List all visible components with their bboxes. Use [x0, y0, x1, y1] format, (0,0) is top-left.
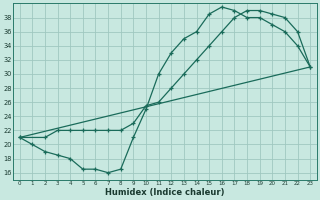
X-axis label: Humidex (Indice chaleur): Humidex (Indice chaleur) [105, 188, 225, 197]
